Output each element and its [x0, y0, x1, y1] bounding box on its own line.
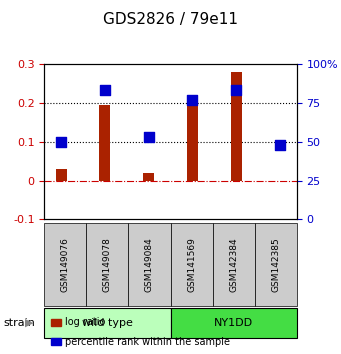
Text: GSM141569: GSM141569 [187, 237, 196, 292]
Text: GSM142385: GSM142385 [271, 237, 280, 292]
Text: GDS2826 / 79e11: GDS2826 / 79e11 [103, 12, 238, 27]
Bar [100, 104, 110, 181]
Bar [187, 102, 198, 181]
Bar [170, 223, 212, 306]
Text: log ratio: log ratio [65, 317, 105, 327]
Bar [143, 173, 154, 181]
Bar [44, 308, 170, 338]
Point [190, 97, 195, 102]
Bar [212, 223, 255, 306]
Point [59, 139, 64, 144]
Text: GSM149078: GSM149078 [103, 237, 112, 292]
Bar [129, 223, 170, 306]
Bar [231, 72, 241, 181]
Bar [44, 223, 86, 306]
Point [277, 142, 282, 148]
Text: NY1DD: NY1DD [214, 318, 253, 328]
Text: GSM149084: GSM149084 [145, 237, 154, 292]
Text: ▶: ▶ [25, 318, 33, 328]
Text: GSM149076: GSM149076 [61, 237, 70, 292]
Bar [170, 308, 297, 338]
Bar [86, 223, 129, 306]
Point [146, 134, 151, 140]
Text: wild type: wild type [82, 318, 133, 328]
Bar [56, 169, 67, 181]
Text: strain: strain [3, 318, 35, 328]
Point [102, 87, 108, 93]
Text: percentile rank within the sample: percentile rank within the sample [65, 337, 230, 347]
Point [233, 87, 239, 93]
Text: GSM142384: GSM142384 [229, 237, 238, 292]
Bar [255, 223, 297, 306]
